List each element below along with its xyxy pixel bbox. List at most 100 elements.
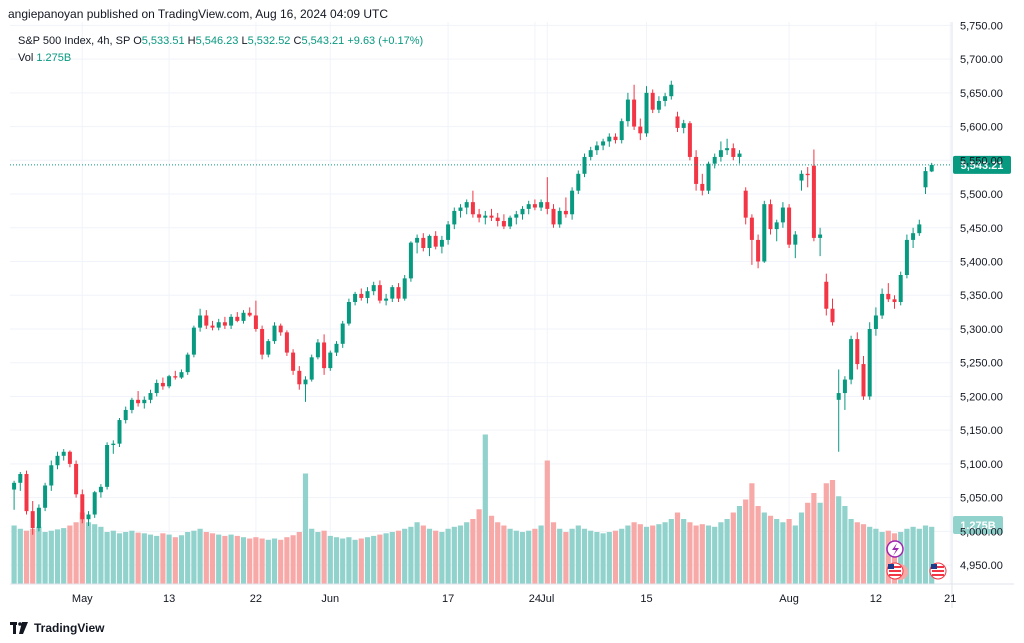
- candle-body: [247, 312, 252, 316]
- candle: [762, 200, 767, 263]
- candle-body: [594, 145, 599, 151]
- candle: [880, 288, 885, 319]
- footer-brand[interactable]: TradingView: [10, 619, 104, 637]
- candle: [501, 214, 506, 230]
- candle: [700, 173, 705, 196]
- candle-body: [36, 507, 41, 529]
- volume-bar: [898, 532, 904, 584]
- candle-body: [458, 207, 463, 211]
- price-tick-label: 5,250.00: [960, 358, 1003, 370]
- volume-row[interactable]: Vol 1.275B: [18, 50, 423, 67]
- candle-body: [272, 325, 277, 342]
- candle: [576, 170, 581, 195]
- candle: [470, 190, 475, 218]
- candle-body: [328, 352, 333, 369]
- candle: [446, 221, 451, 245]
- candle-body: [390, 287, 395, 299]
- candle: [433, 231, 438, 250]
- volume-bar: [36, 526, 42, 584]
- candle-body: [706, 163, 711, 191]
- low-value: 5,532.52: [247, 35, 291, 47]
- dividend-event-icon[interactable]: [886, 540, 904, 558]
- candle: [415, 234, 420, 254]
- candle-body: [191, 327, 196, 355]
- volume-bar: [929, 526, 935, 584]
- candle: [557, 207, 562, 228]
- volume-bar: [389, 532, 395, 584]
- volume-bar: [792, 525, 798, 584]
- candle: [818, 227, 823, 257]
- volume-bar: [296, 532, 302, 584]
- candle-body: [725, 148, 730, 151]
- candle: [123, 406, 128, 424]
- candle-body: [365, 291, 370, 298]
- volume-bar: [123, 532, 129, 584]
- candle: [849, 335, 854, 385]
- volume-bar: [867, 526, 873, 584]
- volume-bar: [340, 538, 346, 584]
- volume-bar: [154, 535, 160, 584]
- candle-body: [650, 92, 655, 110]
- price-tick-label: 5,650.00: [960, 88, 1003, 100]
- candle-body: [185, 354, 190, 373]
- us-flag-event-icon[interactable]: [886, 562, 908, 580]
- candle-body: [867, 328, 872, 397]
- candle-body: [824, 281, 829, 309]
- chart-legend: S&P 500 Index, 4h, SP O5,533.51 H5,546.2…: [18, 33, 423, 67]
- candle-body: [787, 207, 792, 245]
- ohlc-row[interactable]: S&P 500 Index, 4h, SP O5,533.51 H5,546.2…: [18, 33, 423, 50]
- volume-bar: [699, 524, 705, 584]
- event-markers[interactable]: [886, 540, 947, 580]
- price-tick-label: 5,050.00: [960, 493, 1003, 505]
- volume-bar: [501, 525, 507, 584]
- candle: [774, 219, 779, 242]
- candle-body: [873, 315, 878, 329]
- candle-body: [86, 514, 91, 520]
- candle: [787, 204, 792, 249]
- candle-body: [675, 116, 680, 128]
- volume-bar: [798, 512, 805, 584]
- candle: [532, 199, 537, 211]
- volume-bar: [916, 528, 922, 584]
- candle: [613, 133, 618, 144]
- candle: [86, 511, 91, 526]
- candle: [334, 341, 339, 356]
- candle-body: [539, 202, 544, 208]
- time-axis[interactable]: May 13 22 Jun 17 24 Jul 15 Aug 12 21: [72, 593, 957, 605]
- volume-bar: [718, 522, 724, 584]
- symbol-title[interactable]: S&P 500 Index, 4h, SP: [18, 35, 131, 47]
- candle: [12, 480, 17, 510]
- volume-bar: [643, 526, 650, 584]
- candle: [129, 397, 134, 414]
- volume-bar: [209, 533, 216, 584]
- candle: [359, 288, 364, 301]
- price-tick-label: 5,300.00: [960, 324, 1003, 336]
- candle-body: [886, 293, 891, 300]
- candle: [520, 206, 525, 220]
- candle-body: [477, 214, 482, 218]
- candle-body: [638, 126, 643, 134]
- volume-bar: [92, 524, 98, 584]
- brand-name: TradingView: [34, 621, 105, 635]
- price-axis[interactable]: 4,950.00 5,000.00 5,050.00 5,100.00 5,150.00…: [960, 20, 1003, 572]
- price-tick-label: 5,500.00: [960, 189, 1003, 201]
- candle: [24, 470, 29, 515]
- candle: [687, 121, 692, 161]
- candle-body: [582, 156, 587, 174]
- time-tick-label: 21: [944, 593, 956, 605]
- candle-body: [80, 494, 85, 520]
- candle: [836, 369, 841, 452]
- candle: [855, 332, 860, 370]
- candle-body: [359, 293, 364, 298]
- candle: [731, 143, 736, 161]
- volume-bar: [42, 532, 48, 584]
- candle: [278, 323, 283, 336]
- us-flag-event-icon[interactable]: [929, 562, 947, 580]
- candle-body: [43, 485, 48, 508]
- candle: [328, 350, 333, 371]
- candle-body: [315, 342, 320, 358]
- volume-bar: [61, 528, 67, 584]
- candle: [272, 322, 277, 344]
- candle-body: [923, 171, 928, 188]
